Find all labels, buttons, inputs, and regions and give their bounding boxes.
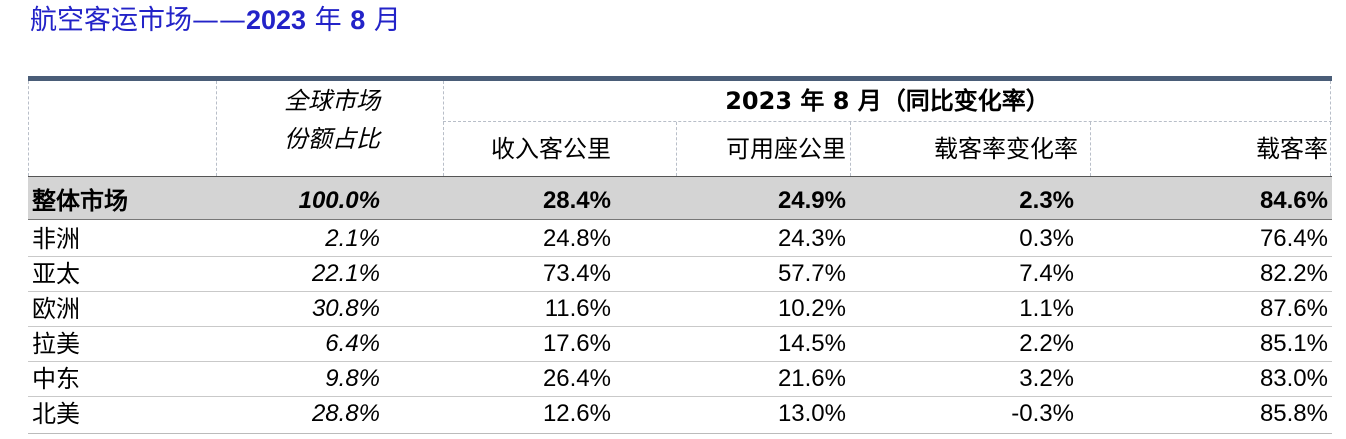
row-share: 100.0% bbox=[298, 187, 380, 214]
page-title: 航空客运市场——2023 年 8 月 bbox=[30, 2, 401, 38]
header-group-rule bbox=[443, 121, 1332, 122]
row-region: 拉美 bbox=[32, 330, 80, 358]
header-divider bbox=[28, 81, 29, 176]
row-plf: 76.4% bbox=[1259, 225, 1328, 252]
row-share: 28.8% bbox=[311, 400, 380, 427]
row-plf: 84.6% bbox=[1259, 187, 1328, 214]
row-rpk: 26.4% bbox=[542, 365, 611, 392]
row-region: 北美 bbox=[32, 400, 80, 428]
row-separator bbox=[28, 291, 1332, 292]
row-region: 亚太 bbox=[32, 260, 80, 288]
title-year-unit: 年 bbox=[314, 5, 342, 36]
row-ask: 21.6% bbox=[777, 365, 846, 392]
table-bottom-rule bbox=[28, 433, 1332, 434]
share-header-line2: 份额占比 bbox=[284, 125, 380, 153]
row-plf-change: 7.4% bbox=[1019, 260, 1074, 287]
row-ask: 24.3% bbox=[777, 225, 846, 252]
row-separator bbox=[28, 256, 1332, 257]
row-separator bbox=[28, 396, 1332, 397]
header-divider bbox=[443, 81, 444, 176]
air-passenger-table: 全球市场 份额占比 2023 年 8 月（同比变化率） 收入客公里 可用座公里 … bbox=[28, 76, 1332, 436]
col-header-plf-change: 载客率变化率 bbox=[934, 135, 1078, 163]
row-share: 30.8% bbox=[311, 295, 380, 322]
row-plf: 87.6% bbox=[1259, 295, 1328, 322]
row-region: 中东 bbox=[32, 365, 80, 393]
row-rpk: 12.6% bbox=[542, 400, 611, 427]
row-plf-change: -0.3% bbox=[1011, 400, 1074, 427]
row-ask: 24.9% bbox=[777, 187, 846, 214]
header-divider bbox=[1330, 81, 1331, 176]
row-region: 整体市场 bbox=[32, 187, 128, 215]
row-ask: 13.0% bbox=[777, 400, 846, 427]
row-separator bbox=[28, 326, 1332, 327]
row-separator bbox=[28, 361, 1332, 362]
row-rpk: 11.6% bbox=[544, 295, 611, 322]
header-divider bbox=[216, 81, 217, 176]
share-header-line1: 全球市场 bbox=[284, 87, 380, 115]
row-share: 2.1% bbox=[325, 225, 380, 252]
row-rpk: 73.4% bbox=[542, 260, 611, 287]
col-header-ask: 可用座公里 bbox=[726, 135, 846, 163]
header-divider bbox=[676, 122, 677, 176]
row-region: 欧洲 bbox=[32, 295, 80, 323]
row-plf: 83.0% bbox=[1259, 365, 1328, 392]
row-ask: 10.2% bbox=[777, 295, 846, 322]
header-divider bbox=[1090, 122, 1091, 176]
title-month: 8 bbox=[350, 5, 366, 35]
row-region: 非洲 bbox=[32, 225, 80, 253]
row-share: 9.8% bbox=[325, 365, 380, 392]
col-header-rpk: 收入客公里 bbox=[491, 135, 611, 163]
row-share: 6.4% bbox=[325, 330, 380, 357]
row-plf-change: 3.2% bbox=[1019, 365, 1074, 392]
group-header: 2023 年 8 月（同比变化率） bbox=[725, 87, 1050, 115]
row-plf-change: 2.2% bbox=[1019, 330, 1074, 357]
row-ask: 14.5% bbox=[777, 330, 846, 357]
row-rpk: 17.6% bbox=[542, 330, 611, 357]
row-plf: 85.1% bbox=[1259, 330, 1328, 357]
row-rpk: 24.8% bbox=[542, 225, 611, 252]
col-header-plf: 载客率 bbox=[1256, 135, 1328, 163]
title-text: 航空客运市场 bbox=[30, 5, 192, 36]
row-plf: 82.2% bbox=[1259, 260, 1328, 287]
row-share: 22.1% bbox=[311, 260, 380, 287]
title-month-unit: 月 bbox=[373, 5, 401, 36]
title-dash: —— bbox=[192, 5, 246, 36]
total-row-band bbox=[28, 176, 1332, 220]
header-divider bbox=[850, 122, 851, 176]
title-year: 2023 bbox=[246, 5, 307, 35]
row-ask: 57.7% bbox=[777, 260, 846, 287]
row-rpk: 28.4% bbox=[542, 187, 611, 214]
row-plf-change: 2.3% bbox=[1019, 187, 1074, 214]
row-plf-change: 0.3% bbox=[1019, 225, 1074, 252]
row-plf-change: 1.1% bbox=[1019, 295, 1074, 322]
table-top-rule bbox=[28, 76, 1332, 81]
row-plf: 85.8% bbox=[1259, 400, 1328, 427]
